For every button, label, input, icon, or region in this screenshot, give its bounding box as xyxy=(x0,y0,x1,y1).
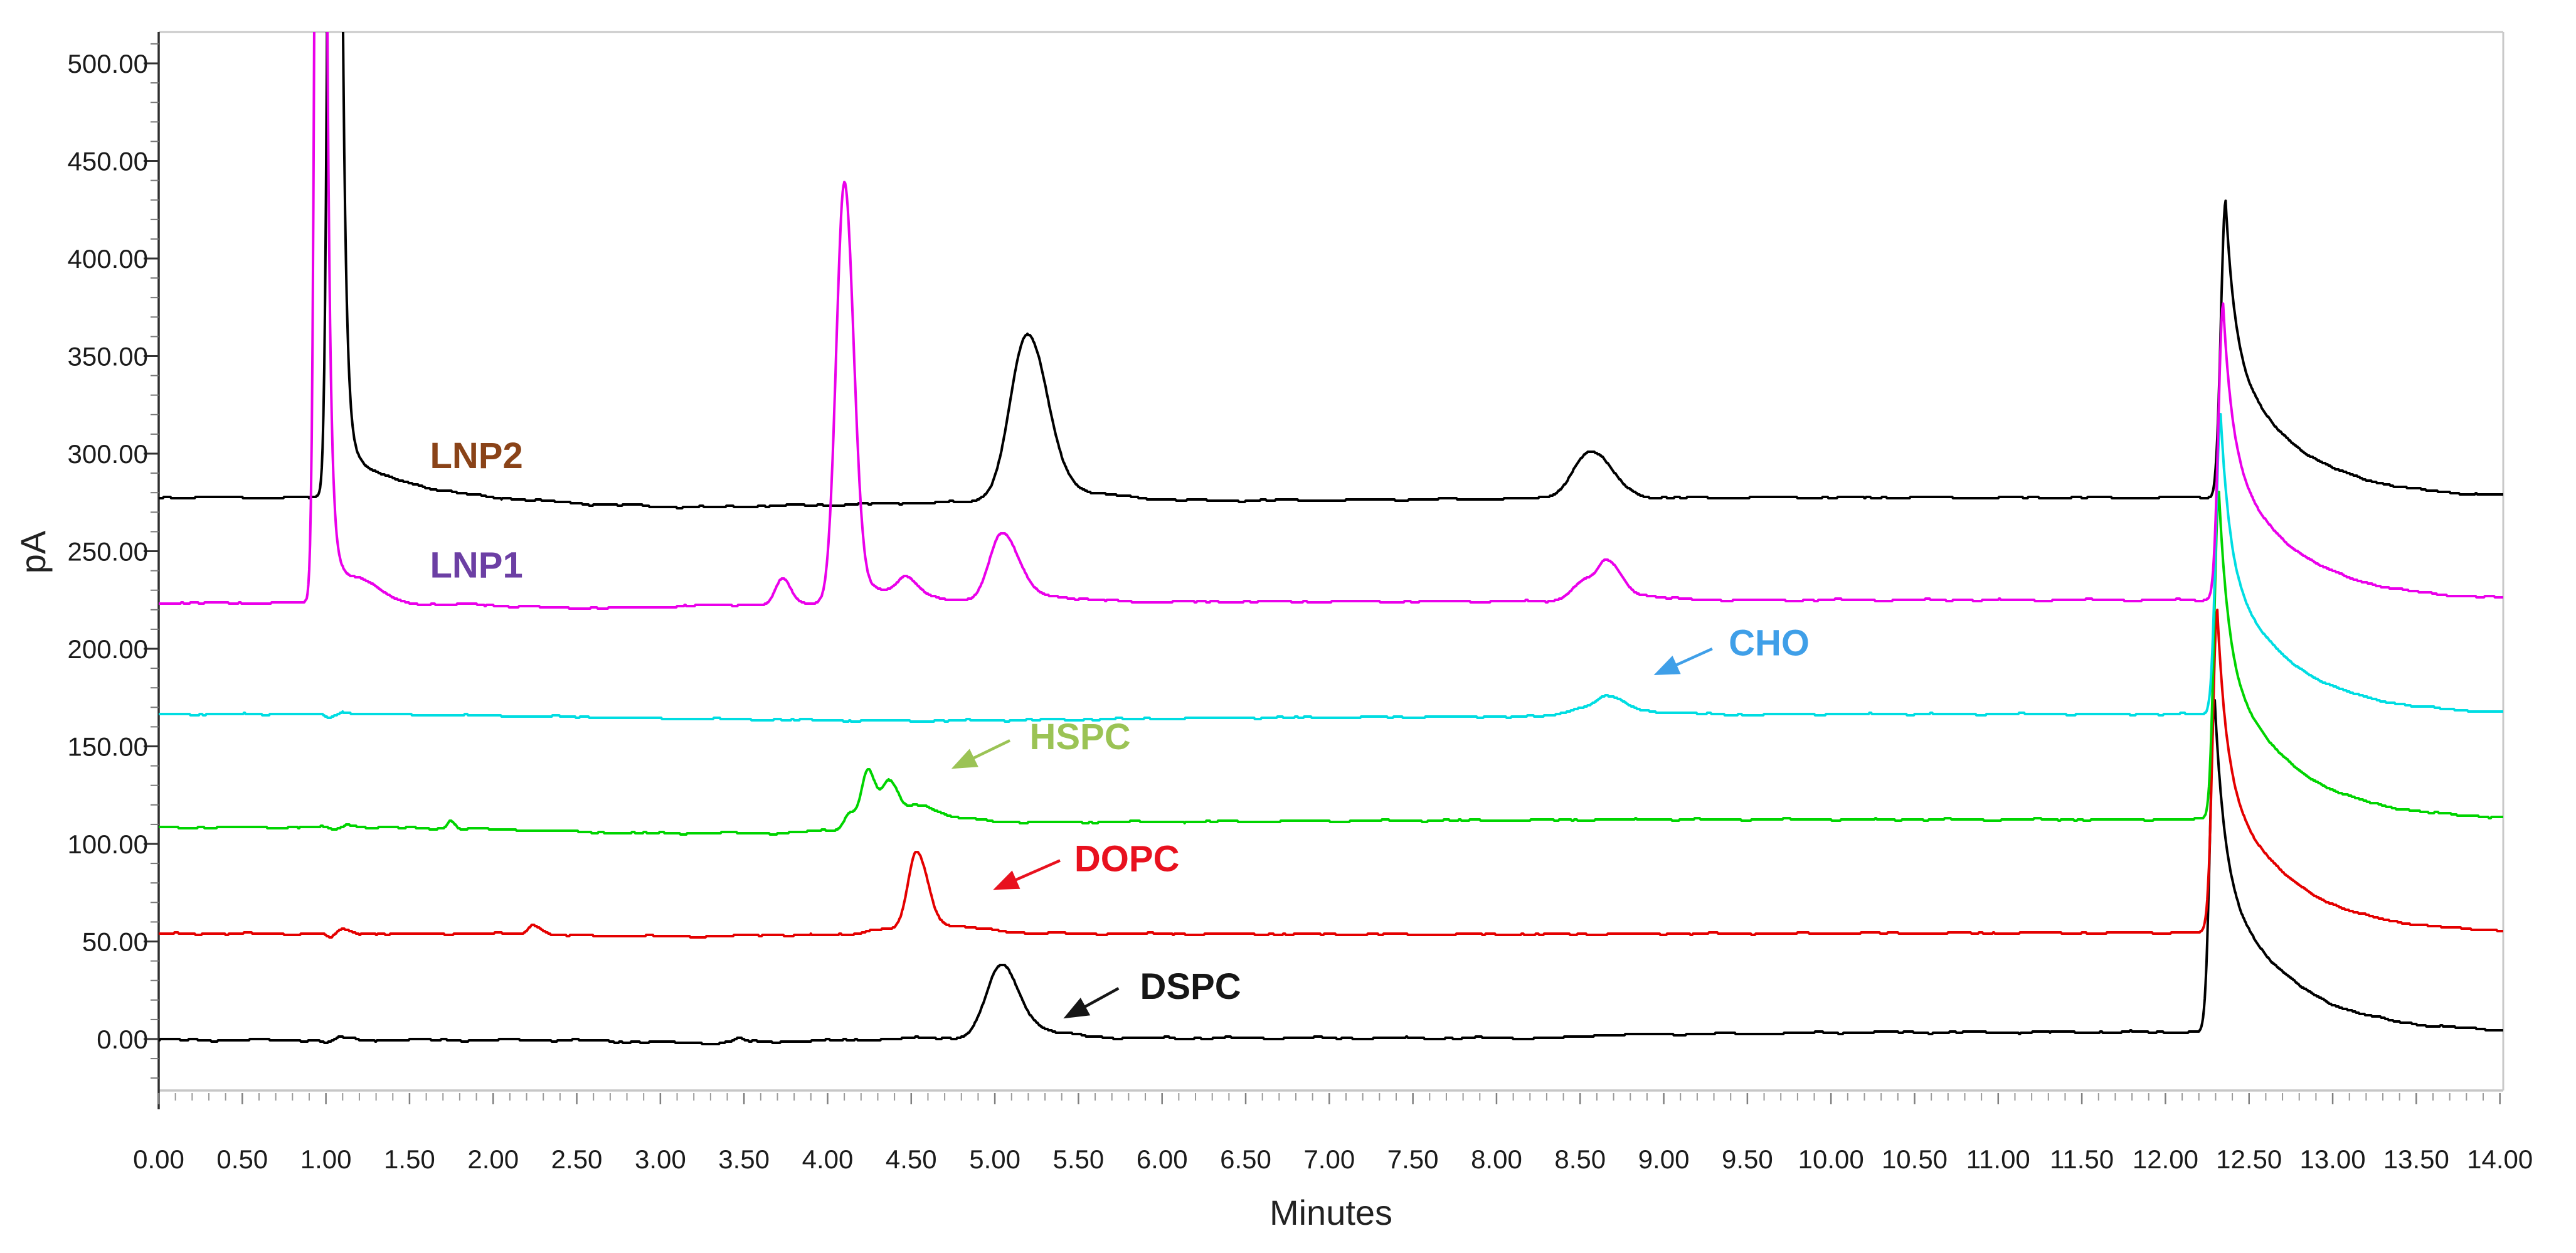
x-tick-label: 13.50 xyxy=(2383,1144,2449,1174)
traces xyxy=(159,32,2503,1045)
x-tick-label: 8.00 xyxy=(1471,1144,1522,1174)
annotation-arrowhead-CHO xyxy=(1653,656,1681,675)
annotation-arrowhead-DSPC xyxy=(1063,998,1091,1019)
y-tick-label: 250.00 xyxy=(68,537,148,567)
x-tick-label: 5.50 xyxy=(1053,1144,1105,1174)
y-tick-label: 100.00 xyxy=(68,829,148,859)
x-tick-label: 9.00 xyxy=(1638,1144,1690,1174)
x-tick-label: 1.50 xyxy=(384,1144,435,1174)
x-tick-label: 11.00 xyxy=(1966,1144,2030,1174)
trace-DOPC xyxy=(159,609,2503,939)
trace-LNP1 xyxy=(159,32,2503,610)
plot-frame xyxy=(157,31,2504,1109)
annotation-label-HSPC: HSPC xyxy=(1029,717,1130,757)
x-tick-label: 12.50 xyxy=(2216,1144,2282,1174)
y-tick-label: 200.00 xyxy=(68,634,148,664)
x-tick-label: 4.00 xyxy=(802,1144,854,1174)
x-tick-label: 12.00 xyxy=(2133,1144,2198,1174)
annotations: LNP2 LNP1 CHO HSPC DOPC DSPC xyxy=(430,435,1810,1019)
annotation-arrow-line-CHO xyxy=(1672,647,1713,668)
x-tick-label: 2.00 xyxy=(467,1144,519,1174)
x-tick-label: 10.00 xyxy=(1798,1144,1864,1174)
x-tick-label: 6.50 xyxy=(1220,1144,1271,1174)
x-tick-label: 1.00 xyxy=(300,1144,352,1174)
trace-LNP2 xyxy=(159,32,2503,509)
x-axis-title: Minutes xyxy=(1269,1193,1392,1232)
x-axis: 0.00 0.50 1.00 1.50 2.00 2.50 3.00 3.50 4.00 4.50… xyxy=(133,1093,2533,1174)
x-tick-label: 0.50 xyxy=(216,1144,268,1174)
x-tick-label: 13.00 xyxy=(2299,1144,2365,1174)
annotation-arrowhead-HSPC xyxy=(951,749,978,769)
x-tick-label: 10.50 xyxy=(1882,1144,1948,1174)
y-axis-title: pA xyxy=(13,530,53,573)
y-axis: 0.00 50.00 100.00 150.00 200.00 250.00 300.00 3… xyxy=(68,43,159,1079)
trace-HSPC xyxy=(159,491,2503,836)
x-tick-label: 2.50 xyxy=(551,1144,603,1174)
annotation-label-DSPC: DSPC xyxy=(1140,966,1241,1007)
annotation-label-DOPC: DOPC xyxy=(1074,838,1180,879)
annotation-arrow-line-HSPC xyxy=(970,739,1011,761)
y-tick-label: 150.00 xyxy=(68,732,148,762)
y-tick-label: 400.00 xyxy=(68,244,148,274)
x-tick-label: 7.00 xyxy=(1303,1144,1355,1174)
x-tick-label: 7.50 xyxy=(1387,1144,1439,1174)
y-tick-label: 350.00 xyxy=(68,342,148,371)
y-tick-label: 300.00 xyxy=(68,439,148,469)
x-tick-label: 0.00 xyxy=(133,1144,184,1174)
y-tick-label: 450.00 xyxy=(68,147,148,176)
annotation-arrow-line-DOPC xyxy=(1012,859,1061,883)
annotation-label-LNP1: LNP1 xyxy=(430,545,522,585)
y-tick-label: 500.00 xyxy=(68,49,148,78)
x-tick-label: 9.50 xyxy=(1722,1144,1773,1174)
y-tick-label: 0.00 xyxy=(97,1025,148,1054)
y-tick-label: 50.00 xyxy=(82,927,148,957)
x-tick-label: 6.00 xyxy=(1137,1144,1188,1174)
annotation-label-LNP2: LNP2 xyxy=(430,435,522,476)
trace-DSPC xyxy=(159,699,2503,1045)
x-tick-label: 5.00 xyxy=(969,1144,1020,1174)
x-tick-label: 3.50 xyxy=(718,1144,770,1174)
x-tick-label: 11.50 xyxy=(2050,1144,2114,1174)
x-tick-label: 4.50 xyxy=(886,1144,937,1174)
annotation-label-CHO: CHO xyxy=(1729,623,1810,664)
annotation-arrow-line-DSPC xyxy=(1081,987,1120,1010)
x-tick-label: 8.50 xyxy=(1554,1144,1606,1174)
trace-CHO xyxy=(159,413,2503,723)
x-tick-label: 14.00 xyxy=(2467,1144,2533,1174)
annotation-arrowhead-DOPC xyxy=(993,870,1020,890)
x-tick-label: 3.00 xyxy=(635,1144,686,1174)
